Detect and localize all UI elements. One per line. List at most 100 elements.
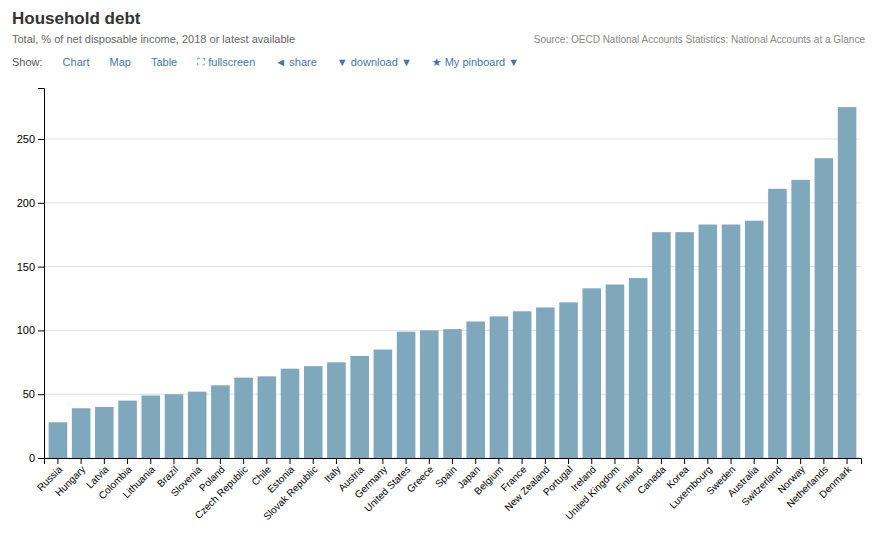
x-tick-label: Belgium: [472, 464, 505, 497]
bar: [629, 278, 648, 458]
toolbar-label: Chart: [63, 56, 90, 68]
bar: [513, 311, 532, 458]
x-tick-mark: [731, 458, 732, 464]
bar: [815, 158, 834, 458]
x-tick: Hungary: [53, 458, 88, 498]
bar: [699, 225, 718, 458]
bar: [49, 422, 68, 458]
toolbar-label: ◄ share: [275, 56, 316, 68]
y-tick: 50: [23, 388, 44, 400]
y-axis: 0 50 100 150 200 250: [17, 89, 45, 465]
x-tick: Slovak Republic: [261, 458, 319, 522]
bar: [258, 376, 277, 458]
bar: [606, 284, 625, 458]
bar: [374, 350, 393, 458]
bar: [420, 330, 439, 458]
x-tick: Czech Republic: [193, 458, 250, 521]
y-tick-mark: [38, 139, 44, 140]
x-tick: Slovenia: [169, 458, 204, 499]
x-tick-mark: [777, 458, 778, 464]
toolbar-label: Map: [109, 56, 130, 68]
bar: [768, 189, 787, 458]
x-tick-mark: [498, 458, 499, 464]
x-tick: Portugal: [541, 458, 575, 498]
plot: 0 50 100 150 200 250 RussiaHungaryLatviaColomb…: [17, 89, 862, 523]
bar: [211, 385, 230, 458]
x-tick: Spain: [433, 458, 459, 490]
bar: [443, 329, 462, 458]
bar: [234, 378, 253, 458]
y-tick-mark: [38, 330, 44, 331]
x-tick-label: United States: [362, 464, 412, 514]
y-tick-label: 100: [17, 324, 35, 336]
x-tick-mark: [220, 458, 221, 464]
bars: [49, 107, 857, 458]
bar: [397, 332, 416, 458]
bar: [536, 307, 555, 458]
toolbar-label: ★ My pinboard ▼: [432, 56, 519, 68]
y-tick-mark: [38, 267, 44, 268]
x-axis-line: [45, 459, 862, 465]
y-axis-line: [38, 89, 45, 459]
x-tick-mark: [638, 458, 639, 464]
x-axis: RussiaHungaryLatviaColombiaLithuaniaBraz…: [35, 458, 862, 522]
y-tick-label: 250: [17, 133, 35, 145]
bar: [559, 302, 578, 458]
x-tick-mark: [684, 458, 685, 464]
toolbar-label: ▼ download ▼: [337, 56, 412, 68]
bar: [745, 221, 764, 458]
y-tick: 200: [17, 197, 44, 209]
x-tick-label: Greece: [405, 463, 436, 494]
y-tick: 250: [17, 133, 44, 145]
bar: [188, 392, 207, 458]
bar: [652, 232, 671, 458]
y-tick-label: 0: [29, 452, 35, 464]
x-tick-label: Czech Republic: [193, 464, 250, 521]
x-tick-mark: [197, 458, 198, 464]
x-tick-label: Spain: [433, 464, 459, 490]
x-tick-mark: [173, 458, 174, 464]
toolbar-label: Table: [151, 56, 177, 68]
x-tick-label: Slovenia: [169, 463, 204, 498]
x-tick-mark: [823, 458, 824, 464]
x-tick-label: United Kingdom: [563, 464, 621, 522]
y-tick-label: 50: [23, 388, 35, 400]
x-tick: Canada: [635, 458, 668, 496]
x-tick: Lithuania: [121, 458, 158, 500]
grid-line: [44, 202, 861, 203]
x-tick-label: Hungary: [53, 464, 88, 499]
bar: [327, 362, 346, 458]
bar: [72, 408, 91, 458]
grid: [44, 139, 861, 458]
x-tick: Belgium: [472, 458, 505, 497]
x-tick-label: Canada: [635, 463, 668, 496]
y-tick-mark: [38, 394, 44, 395]
x-tick-mark: [243, 458, 244, 464]
x-tick-label: Lithuania: [121, 463, 158, 500]
y-tick-mark: [38, 458, 44, 459]
x-tick-label: Denmark: [817, 463, 854, 500]
x-tick-label: Slovak Republic: [261, 464, 319, 522]
title: Household debt: [12, 9, 141, 28]
grid-line: [44, 139, 861, 140]
x-tick-mark: [452, 458, 453, 464]
x-tick-mark: [475, 458, 476, 464]
bar: [466, 321, 485, 458]
bar: [722, 225, 741, 458]
x-tick-label: Portugal: [541, 464, 575, 498]
x-tick-mark: [847, 458, 848, 464]
x-tick-mark: [707, 458, 708, 464]
subtitle: Total, % of net disposable income, 2018 …: [12, 33, 295, 45]
bar: [118, 401, 137, 458]
x-tick: Luxembourg: [667, 458, 714, 511]
y-tick: 150: [17, 261, 44, 273]
x-tick: Denmark: [817, 458, 854, 500]
bar: [304, 366, 323, 458]
x-tick-mark: [568, 458, 569, 464]
x-tick-mark: [290, 458, 291, 464]
x-tick: Switzerland: [739, 458, 783, 508]
x-tick: United Kingdom: [563, 458, 621, 522]
bar: [281, 369, 300, 458]
x-tick-mark: [406, 458, 407, 464]
bar: [791, 180, 810, 458]
